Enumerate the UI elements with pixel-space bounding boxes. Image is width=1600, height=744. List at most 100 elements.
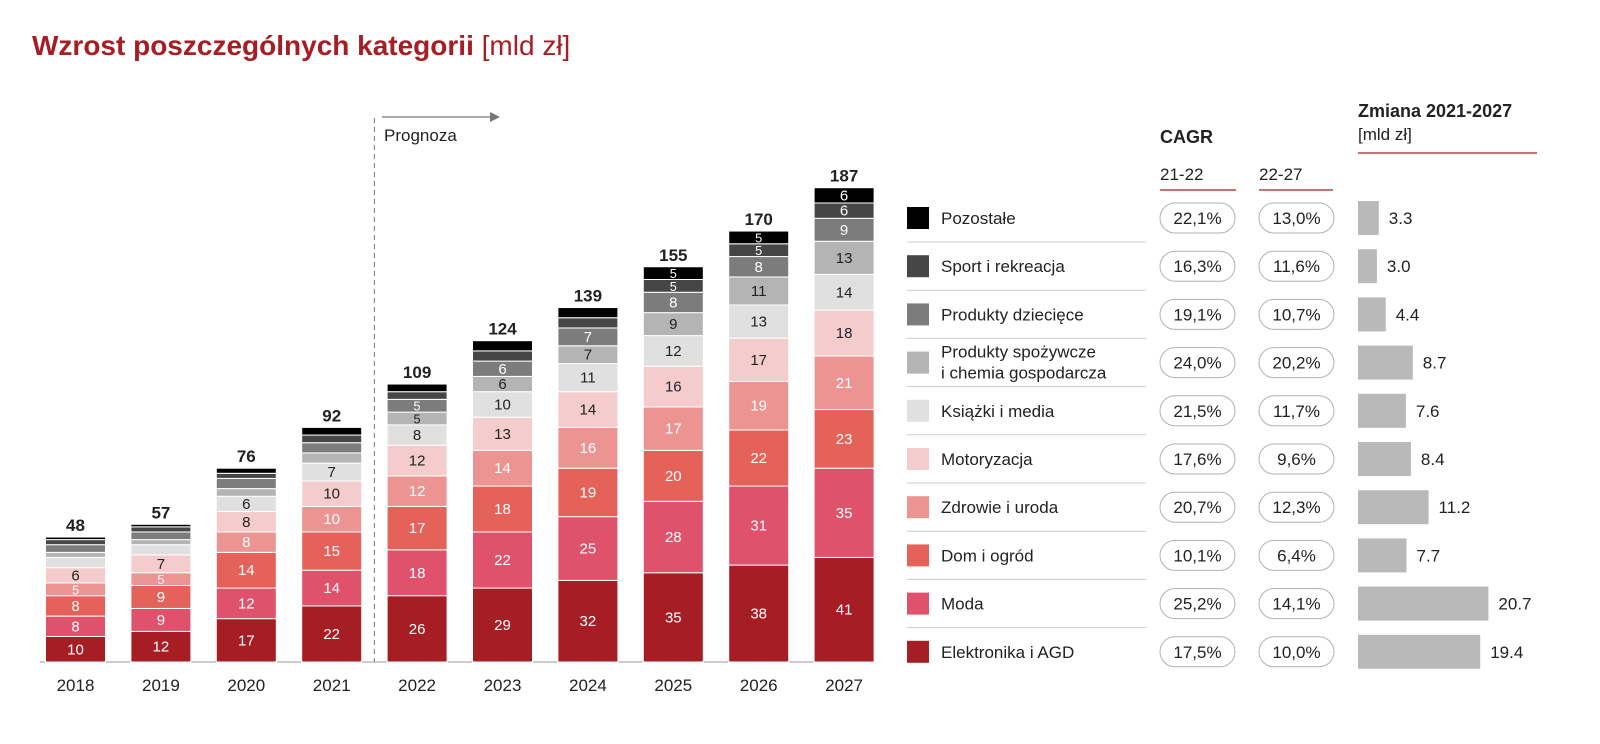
cagr-21-22-value: 25,2% xyxy=(1173,595,1221,614)
x-tick-label: 2026 xyxy=(740,676,778,695)
segment-label: 5 xyxy=(755,243,762,258)
bar-segment xyxy=(130,539,192,546)
bar-segment xyxy=(813,409,875,469)
cagr-pill xyxy=(1258,395,1335,427)
x-tick-label: 2019 xyxy=(142,676,180,695)
segment-label: 7 xyxy=(584,347,592,364)
segment-label: 13 xyxy=(836,250,853,267)
legend-label: Motoryzacja xyxy=(941,450,1033,469)
legend-swatch xyxy=(907,399,929,422)
segment-label: 23 xyxy=(836,431,853,448)
bar-segment xyxy=(386,383,448,393)
bar-segment xyxy=(45,539,106,546)
cagr-22-27-value: 9,6% xyxy=(1277,450,1316,469)
segment-label: 19 xyxy=(580,484,597,501)
total-label: 92 xyxy=(322,406,341,425)
change-bar xyxy=(1358,345,1413,380)
legend-label: Elektronika i AGD xyxy=(941,643,1074,662)
segment-label: 28 xyxy=(665,529,682,546)
bar-segment xyxy=(472,340,533,352)
bar-segment xyxy=(386,549,448,597)
x-tick-label: 2020 xyxy=(227,676,265,695)
total-label: 187 xyxy=(830,167,858,186)
bar-segment xyxy=(45,544,106,553)
segment-label: 35 xyxy=(665,609,682,626)
bar-segment xyxy=(45,536,106,541)
cagr-pill xyxy=(1159,395,1236,427)
segment-label: 20 xyxy=(665,468,682,485)
change-bar xyxy=(1358,490,1429,525)
bar-segment xyxy=(301,569,363,607)
bar-segment xyxy=(557,579,619,663)
segment-label: 17 xyxy=(409,520,426,537)
cagr-pill xyxy=(1258,539,1335,571)
legend-swatch xyxy=(907,303,929,326)
bar-segment xyxy=(813,187,875,204)
segment-label: 6 xyxy=(498,361,506,378)
bar-segment xyxy=(472,449,533,487)
bar-segment xyxy=(557,426,619,469)
bar-segment xyxy=(557,317,619,329)
segment-label: 12 xyxy=(153,639,170,656)
cagr-21-22-value: 16,3% xyxy=(1173,257,1221,276)
bar-segment xyxy=(813,556,875,663)
segment-label: 10 xyxy=(323,486,340,503)
total-label: 48 xyxy=(66,516,85,535)
bar-segment xyxy=(130,544,192,556)
bar-segment xyxy=(728,230,790,245)
segment-label: 12 xyxy=(409,483,426,500)
cagr-21-22-value: 17,5% xyxy=(1173,643,1221,662)
cagr-21-22-value: 10,1% xyxy=(1173,546,1221,565)
bar-segment xyxy=(45,636,106,663)
cagr-22-27-value: 10,0% xyxy=(1272,643,1320,662)
legend-label: Produkty spożywcze xyxy=(941,343,1096,362)
bar-segment xyxy=(642,572,704,663)
cagr-21-22-value: 24,0% xyxy=(1173,354,1221,373)
segment-label: 18 xyxy=(494,501,511,518)
segment-label: 14 xyxy=(580,402,597,419)
title-unit: [mld zł] xyxy=(481,30,571,61)
bar-segment xyxy=(557,391,619,428)
bar-segment xyxy=(813,273,875,311)
segment-label: 22 xyxy=(750,450,767,467)
change-header: Zmiana 2021-2027 xyxy=(1358,101,1512,121)
segment-label: 16 xyxy=(580,440,597,457)
bar-segment xyxy=(301,605,363,663)
change-bar xyxy=(1358,538,1407,573)
cagr-pill xyxy=(1159,250,1236,282)
segment-label: 17 xyxy=(665,421,682,438)
segment-label: 10 xyxy=(67,641,84,658)
segment-label: 5 xyxy=(670,266,677,281)
segment-label: 12 xyxy=(238,595,255,612)
segment-label: 17 xyxy=(750,352,767,369)
cagr-pill xyxy=(1159,298,1236,330)
change-value: 7.6 xyxy=(1416,402,1440,421)
cagr-22-27-value: 11,6% xyxy=(1273,257,1320,276)
total-label: 155 xyxy=(659,246,687,265)
change-header-unit: [mld zł] xyxy=(1358,125,1412,144)
segment-label: 5 xyxy=(414,399,421,414)
cagr-pill xyxy=(1258,347,1335,379)
bar-segment xyxy=(642,266,704,280)
cagr-pill xyxy=(1258,202,1335,234)
segment-label: 18 xyxy=(409,565,426,582)
total-label: 124 xyxy=(488,320,517,339)
legend-swatch xyxy=(907,207,929,229)
segment-label: 14 xyxy=(323,580,340,597)
change-bar xyxy=(1358,201,1379,235)
segment-label: 6 xyxy=(71,567,79,584)
legend-label: Pozostałe xyxy=(941,209,1016,228)
bar-segment xyxy=(642,406,704,451)
legend-swatch xyxy=(907,448,929,470)
bar-segment xyxy=(557,307,619,319)
segment-label: 6 xyxy=(840,203,848,220)
cagr-pill xyxy=(1159,491,1236,523)
change-value: 4.4 xyxy=(1396,305,1420,324)
legend-swatch xyxy=(907,496,929,519)
segment-label: 14 xyxy=(494,460,511,477)
bar-segment xyxy=(472,587,533,663)
bar-segment xyxy=(728,429,790,487)
bar-segment xyxy=(215,477,277,490)
legend-label: Produkty dziecięce xyxy=(941,305,1084,324)
bar-segment xyxy=(642,500,704,574)
